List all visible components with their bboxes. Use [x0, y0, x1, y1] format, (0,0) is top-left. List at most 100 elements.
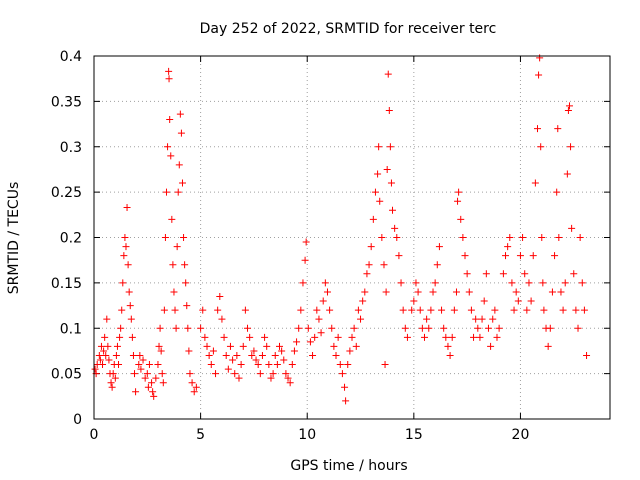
data-point [183, 302, 191, 310]
data-point [273, 361, 281, 369]
data-point [514, 297, 522, 305]
data-point [523, 306, 531, 314]
data-point [267, 374, 275, 382]
data-point [319, 297, 327, 305]
data-point [423, 315, 431, 323]
data-point [359, 297, 367, 305]
data-point [474, 324, 482, 332]
data-point [258, 351, 266, 359]
data-point [551, 252, 559, 260]
data-point [115, 361, 123, 369]
y-tick-label: 0.25 [51, 185, 82, 201]
data-point [269, 370, 277, 378]
data-point [455, 188, 463, 196]
data-point [157, 347, 165, 355]
data-point [565, 102, 573, 110]
data-point [237, 361, 245, 369]
data-point [152, 374, 160, 382]
data-point [95, 351, 103, 359]
grid-lines [94, 56, 610, 419]
data-point [229, 356, 237, 364]
data-point [470, 333, 478, 341]
data-point [214, 306, 222, 314]
data-point [241, 306, 249, 314]
data-point [175, 161, 183, 169]
data-point [197, 324, 205, 332]
data-point [171, 306, 179, 314]
data-point [444, 342, 452, 350]
data-point [354, 306, 362, 314]
data-point [336, 361, 344, 369]
data-point [188, 379, 196, 387]
data-point [222, 351, 230, 359]
data-point [440, 324, 448, 332]
data-point [199, 306, 207, 314]
data-point [381, 361, 389, 369]
data-point [165, 67, 173, 75]
data-point [248, 351, 256, 359]
data-point [478, 315, 486, 323]
data-point [182, 279, 190, 287]
data-point [484, 324, 492, 332]
data-point [342, 397, 350, 405]
data-point [375, 143, 383, 151]
data-point [103, 315, 111, 323]
data-point [376, 197, 384, 205]
data-point [341, 383, 349, 391]
data-point [218, 315, 226, 323]
data-point [534, 125, 542, 133]
data-point [363, 270, 371, 278]
data-point [124, 261, 132, 269]
data-point [159, 379, 167, 387]
data-point [126, 302, 134, 310]
data-point [233, 351, 241, 359]
data-point [116, 333, 124, 341]
data-point [554, 125, 562, 133]
data-point [521, 270, 529, 278]
y-tick-label: 0.2 [60, 231, 82, 247]
data-point [263, 342, 271, 350]
data-point [120, 252, 128, 260]
data-point [435, 243, 443, 251]
data-point [271, 351, 279, 359]
data-point [117, 324, 125, 332]
data-point [315, 315, 323, 323]
data-point [382, 288, 390, 296]
data-point [548, 288, 556, 296]
data-point [119, 279, 127, 287]
data-point [244, 324, 252, 332]
data-point [224, 365, 232, 373]
data-point [250, 347, 258, 355]
data-point [367, 243, 375, 251]
data-point [374, 170, 382, 178]
data-point [185, 347, 193, 355]
data-point [297, 306, 305, 314]
data-point [313, 306, 321, 314]
y-tick-label: 0 [73, 412, 82, 428]
data-point [181, 261, 189, 269]
x-tick-label: 10 [298, 427, 316, 443]
data-point [246, 333, 254, 341]
data-point [174, 188, 182, 196]
data-point [389, 206, 397, 214]
tick-marks [93, 55, 610, 420]
data-point [265, 361, 273, 369]
data-point [302, 238, 310, 246]
data-point [286, 379, 294, 387]
data-point [386, 143, 394, 151]
data-point [164, 143, 172, 151]
data-point [397, 279, 405, 287]
data-point [480, 297, 488, 305]
x-tick-label: 15 [405, 427, 423, 443]
data-point [489, 315, 497, 323]
data-point [508, 279, 516, 287]
data-point [290, 347, 298, 355]
data-point [429, 288, 437, 296]
data-point [220, 333, 228, 341]
data-point [323, 288, 331, 296]
data-point [431, 279, 439, 287]
data-point [201, 333, 209, 341]
data-point [391, 224, 399, 232]
data-point [476, 333, 484, 341]
data-point [280, 356, 288, 364]
